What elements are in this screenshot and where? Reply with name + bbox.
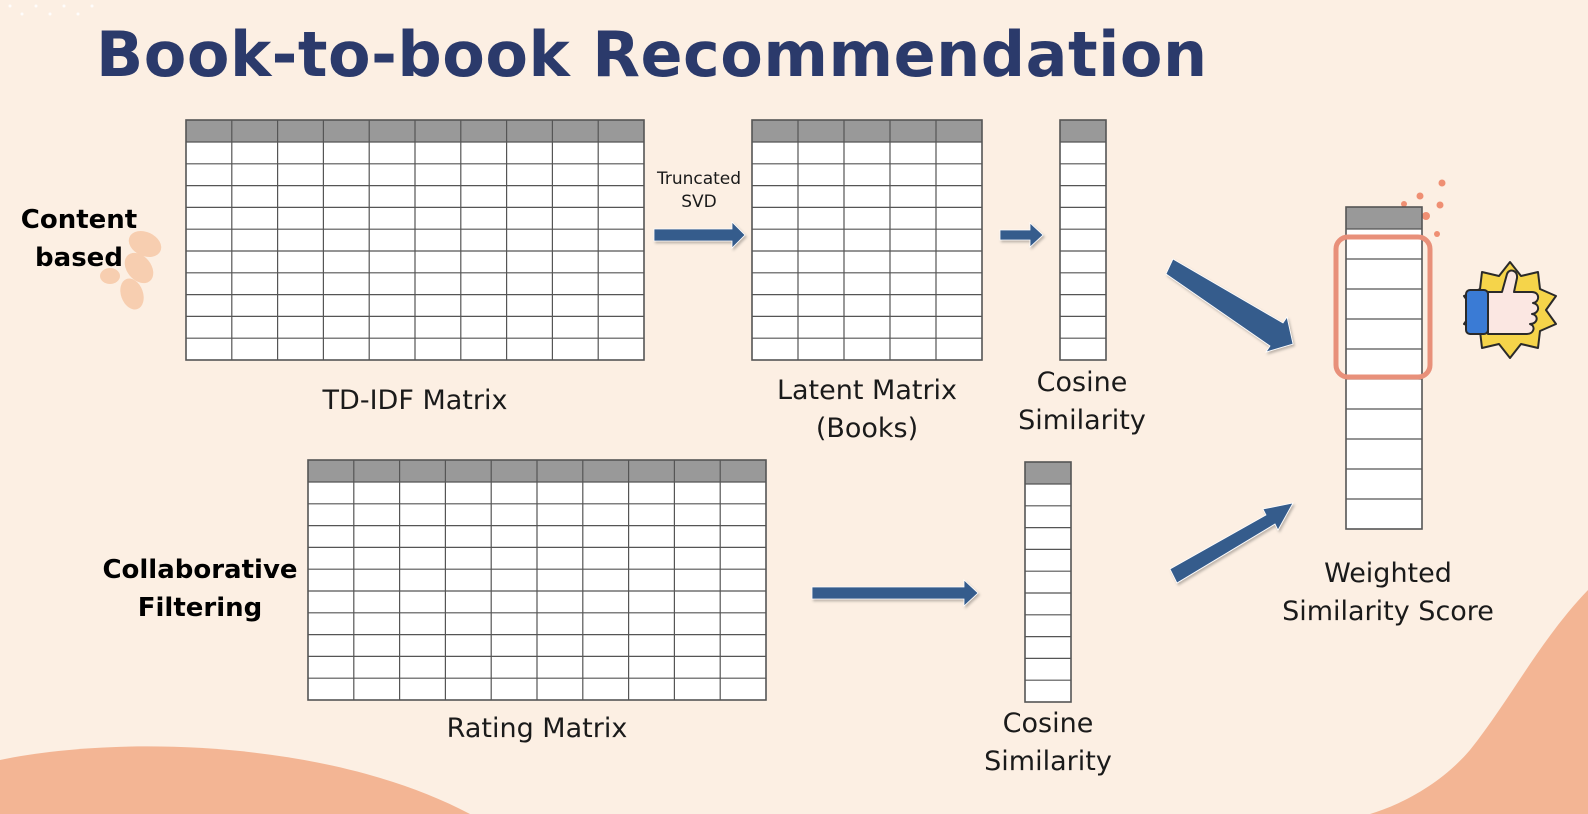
rating-matrix-label: Rating Matrix: [446, 713, 628, 744]
collab-to-weighted-arrow: [1169, 502, 1294, 584]
matrix-border: [1024, 461, 1072, 703]
cosine-similarity-top-vector: [1059, 119, 1107, 361]
content-based-line2: based: [35, 243, 123, 273]
latent-label-line2: (Books): [815, 413, 919, 444]
latent-label-line1: Latent Matrix: [776, 375, 958, 406]
matrix-header-row: [1060, 120, 1106, 142]
dots-decoration: [1401, 179, 1446, 237]
collaborative-line2: Filtering: [137, 593, 263, 623]
bottom-right-blob: [1370, 590, 1588, 814]
rating-to-cosine-arrow: [811, 579, 979, 607]
matrix-border: [751, 119, 983, 361]
petal-decoration: [100, 230, 162, 310]
cosine-top-line1: Cosine: [1036, 367, 1128, 398]
weighted-similarity-vector: [1345, 206, 1423, 530]
content-based-label: Content based: [20, 201, 138, 277]
matrix-header-row: [1025, 462, 1071, 484]
cosine-bottom-line2: Similarity: [984, 746, 1112, 777]
truncated-svd-label: Truncated SVD: [650, 168, 748, 214]
latent-matrix-label: Latent Matrix (Books): [742, 372, 992, 448]
bottom-left-blob: [0, 746, 470, 814]
truncated-svd-line1: Truncated: [656, 169, 742, 189]
top-results-highlight: [1333, 234, 1433, 380]
weighted-similarity-label: Weighted Similarity Score: [1263, 555, 1513, 631]
cosine-similarity-top-label: Cosine Similarity: [1002, 364, 1162, 440]
truncated-svd-line2: SVD: [681, 192, 717, 212]
matrix-header-row: [1346, 207, 1422, 229]
collaborative-line1: Collaborative: [102, 555, 298, 585]
page-title: Book-to-book Recommendation: [96, 18, 1208, 91]
matrix-border: [185, 119, 645, 361]
thumbs-up-badge-icon: [1463, 261, 1557, 359]
tfidf-matrix: [185, 119, 645, 361]
matrix-body: [1346, 207, 1422, 529]
matrix-body: [752, 120, 982, 360]
content-to-weighted-arrow: [1165, 258, 1294, 353]
rating-matrix: [307, 459, 767, 701]
cosine-bottom-line1: Cosine: [1002, 708, 1094, 739]
collaborative-filtering-label: Collaborative Filtering: [100, 551, 300, 627]
latent-matrix: [751, 119, 983, 361]
cosine-similarity-bottom-vector: [1024, 461, 1072, 703]
weighted-label-line1: Weighted: [1324, 558, 1452, 589]
matrix-body: [1060, 120, 1106, 360]
matrix-border: [307, 459, 767, 701]
sparkle-decoration: [8, 4, 94, 16]
content-based-line1: Content: [20, 205, 138, 235]
matrix-body: [1025, 462, 1071, 702]
matrix-border: [1345, 206, 1423, 530]
weighted-label-line2: Similarity Score: [1282, 596, 1494, 627]
latent-to-cosine-arrow: [999, 222, 1044, 248]
svd-arrow: [653, 221, 746, 249]
matrix-border: [1059, 119, 1107, 361]
cosine-top-line2: Similarity: [1018, 405, 1146, 436]
cosine-similarity-bottom-label: Cosine Similarity: [968, 705, 1128, 781]
matrix-header-row: [752, 120, 982, 142]
tfidf-matrix-label: TD-IDF Matrix: [322, 385, 508, 416]
